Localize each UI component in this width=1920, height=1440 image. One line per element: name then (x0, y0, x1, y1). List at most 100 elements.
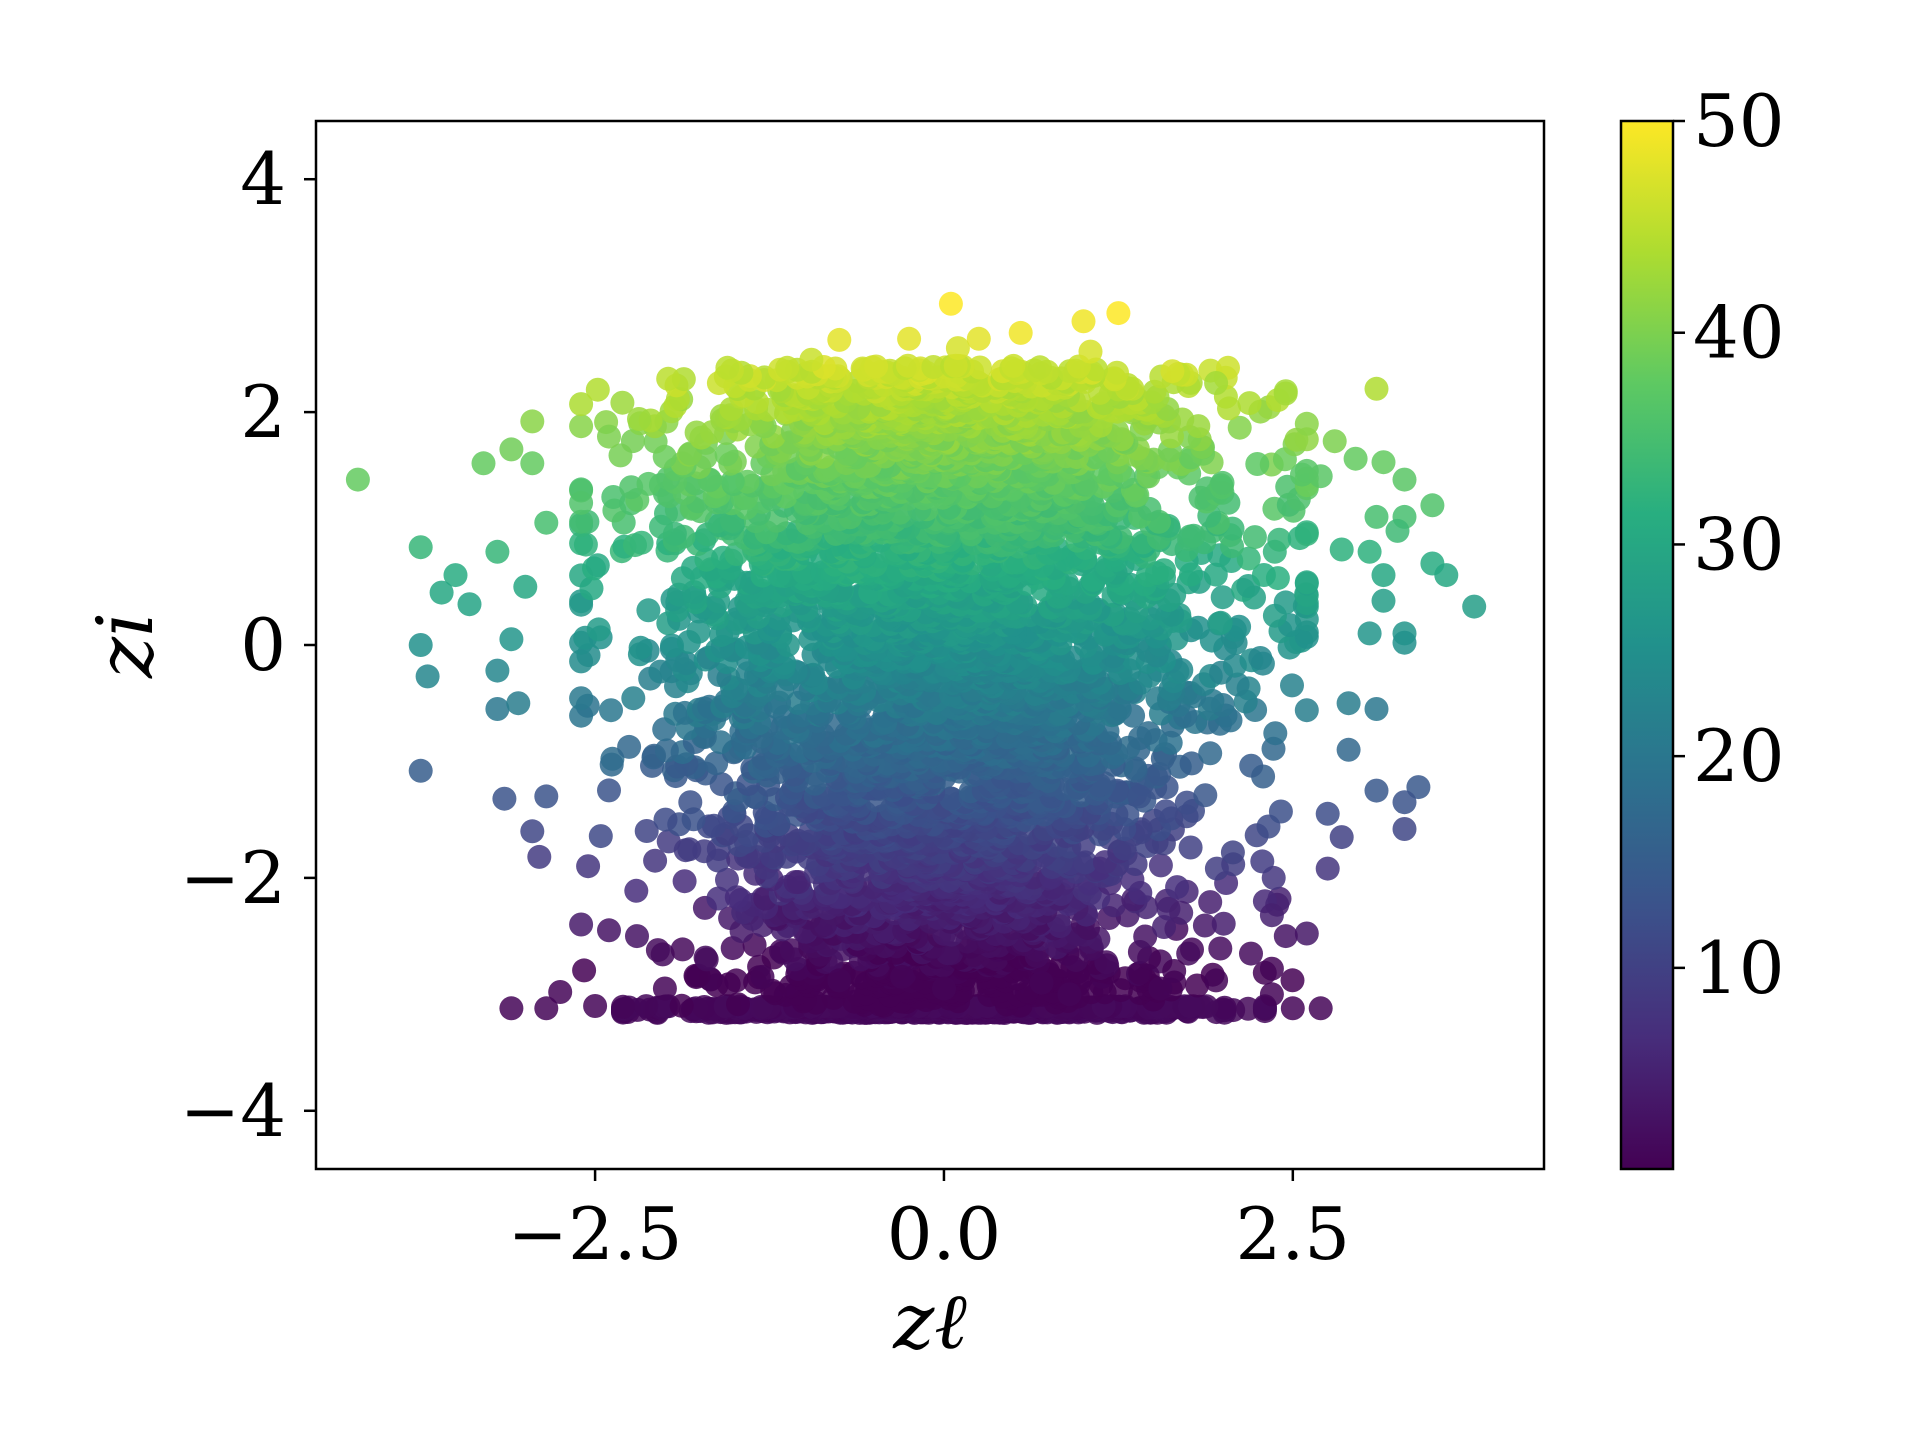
scatter-point (1371, 450, 1396, 475)
scatter-point (636, 471, 661, 496)
scatter-point (499, 627, 524, 652)
scatter-point (1210, 470, 1235, 495)
scatter-point (534, 784, 559, 809)
scatter-point (1239, 941, 1263, 966)
scatter-point (1208, 610, 1233, 635)
scatter-point (1280, 673, 1304, 698)
scatter-point (677, 837, 702, 862)
scatter-point (1357, 621, 1382, 646)
scatter-point (1294, 520, 1319, 545)
scatter-point (624, 878, 649, 903)
scatter-point (1236, 546, 1261, 571)
scatter-point (520, 451, 545, 476)
scatter-point (938, 291, 963, 316)
scatter-point (1162, 959, 1187, 983)
scatter-point (1176, 941, 1201, 966)
scatter-point (896, 353, 920, 378)
scatter-point (783, 870, 808, 894)
scatter-point (617, 734, 642, 759)
scatter-point (1204, 968, 1229, 993)
scatter-point (1248, 646, 1273, 670)
scatter-point (1267, 527, 1292, 552)
scatter-point (1420, 493, 1445, 518)
scatter-point (443, 563, 468, 588)
scatter-point (1148, 976, 1173, 1001)
scatter-point (636, 598, 661, 623)
scatter-point (1210, 585, 1235, 610)
scatter-point (1203, 562, 1228, 587)
scatter-point (1322, 429, 1347, 454)
scatter-point (1343, 446, 1368, 471)
scatter-point (576, 854, 601, 879)
scatter-point (945, 336, 970, 361)
scatter-point (704, 751, 729, 776)
scatter-point (1204, 371, 1229, 395)
scatter-point (634, 819, 659, 843)
scatter-point (653, 807, 678, 832)
scatter-point (943, 353, 968, 378)
scatter-point (485, 697, 510, 721)
scatter-point (724, 968, 749, 993)
scatter-point (1153, 799, 1178, 824)
scatter-point (457, 592, 482, 617)
scatter-point (585, 553, 610, 578)
scatter-point (1280, 968, 1305, 993)
scatter-point (601, 485, 626, 509)
scatter-point (1268, 799, 1293, 824)
scatter-point (1294, 570, 1319, 595)
scatter-point (694, 947, 719, 972)
scatter-point (611, 994, 635, 1019)
scatter-point (706, 886, 731, 911)
scatter-point (506, 691, 531, 716)
scatter-point (864, 354, 889, 379)
scatter-point (921, 355, 946, 379)
scatter-point (1392, 817, 1417, 841)
scatter-point (610, 390, 635, 415)
scatter-point (1181, 523, 1206, 548)
scatter-point (897, 326, 922, 351)
scatter-point (1212, 995, 1237, 1020)
scatter-point (1220, 840, 1245, 865)
scatter-point (686, 619, 711, 644)
scatter-point (1198, 890, 1223, 915)
scatter-point (1078, 339, 1103, 364)
scatter-point (1259, 903, 1284, 928)
scatter-point (1364, 376, 1389, 401)
scatter-point (715, 867, 739, 892)
scatter-point (1001, 353, 1026, 378)
scatter-point (643, 848, 668, 873)
scatter-point (1136, 721, 1161, 746)
scatter-point (548, 980, 573, 1004)
scatter-point (621, 686, 646, 711)
scatter-point (1152, 558, 1176, 583)
scatter-point (597, 918, 621, 943)
scatter-point (726, 992, 750, 1017)
scatter-point (656, 366, 681, 391)
scatter-point (1242, 525, 1267, 550)
scatter-point (1105, 360, 1129, 385)
scatter-point (1294, 921, 1319, 946)
scatter-point (415, 664, 440, 689)
scatter-point (513, 574, 538, 599)
scatter-point (1308, 996, 1333, 1021)
scatter-point (569, 490, 594, 515)
scatter-point (345, 467, 370, 492)
scatter-point (1406, 775, 1431, 800)
scatter-point (1273, 590, 1298, 615)
scatter-point (724, 885, 749, 910)
scatter-point (1371, 563, 1396, 588)
scatter-point (720, 469, 745, 494)
scatter-point (890, 964, 915, 989)
scatter-point (1227, 614, 1252, 639)
scatter-point (1192, 913, 1217, 938)
scatter-point (597, 778, 621, 803)
scatter-point (634, 994, 659, 1019)
scatter-point (1259, 982, 1284, 1007)
scatter-point (569, 392, 594, 417)
scatter-point (1165, 875, 1190, 900)
scatter-point (569, 414, 594, 439)
scatter-point (1329, 825, 1354, 850)
scatter-point (1239, 753, 1264, 778)
scatter-point (714, 442, 739, 467)
